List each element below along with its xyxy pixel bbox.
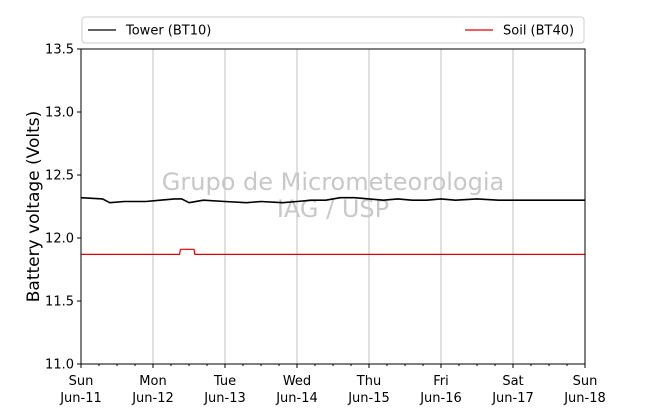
legend: Tower (BT10) Soil (BT40) xyxy=(81,16,585,44)
x-tick-label-date: Jun-12 xyxy=(131,391,174,406)
y-axis: 11.0 11.5 12.0 12.5 13.0 13.5 xyxy=(45,43,81,373)
x-tick-label-day: Sat xyxy=(502,374,523,389)
series-lines xyxy=(80,196,585,255)
y-tick-label: 12.5 xyxy=(45,169,74,184)
x-tick-label-day: Thu xyxy=(356,374,381,389)
watermark: Grupo de Micrometeorologia IAG / USP xyxy=(162,168,504,223)
x-tick-label-date: Jun-16 xyxy=(419,391,462,406)
x-tick-label-day: Sun xyxy=(573,374,598,389)
series-line-1 xyxy=(81,248,585,255)
y-tick-label: 11.5 xyxy=(45,295,74,310)
x-tick-label-day: Fri xyxy=(433,374,449,389)
x-tick-label-date: Jun-18 xyxy=(563,391,606,406)
watermark-line-1: Grupo de Micrometeorologia xyxy=(162,168,504,196)
x-tick-label-day: Tue xyxy=(213,374,236,389)
legend-label-soil: Soil (BT40) xyxy=(503,24,574,39)
x-axis: Sun Jun-11 Mon Jun-12 Tue Jun-13 Wed Jun-14 Thu J… xyxy=(59,364,606,406)
x-tick-label-date: Jun-17 xyxy=(491,391,534,406)
x-tick-label-day: Wed xyxy=(283,374,311,389)
x-tick-label-date: Jun-13 xyxy=(203,391,246,406)
legend-label-tower: Tower (BT10) xyxy=(125,24,211,39)
x-tick-label-day: Mon xyxy=(139,374,166,389)
y-tick-label: 13.0 xyxy=(45,106,74,121)
y-tick-label: 11.0 xyxy=(45,358,74,373)
legend-box xyxy=(81,16,585,44)
y-tick-label: 12.0 xyxy=(45,232,74,247)
series-line-0 xyxy=(80,196,585,204)
x-tick-label-date: Jun-11 xyxy=(59,391,102,406)
x-tick-label-date: Jun-15 xyxy=(347,391,390,406)
x-tick-label-date: Jun-14 xyxy=(275,391,318,406)
y-axis-title: Battery voltage (Volts) xyxy=(24,111,44,302)
x-tick-label-day: Sun xyxy=(69,374,94,389)
grid-lines xyxy=(152,49,514,364)
y-tick-label: 13.5 xyxy=(45,43,74,58)
